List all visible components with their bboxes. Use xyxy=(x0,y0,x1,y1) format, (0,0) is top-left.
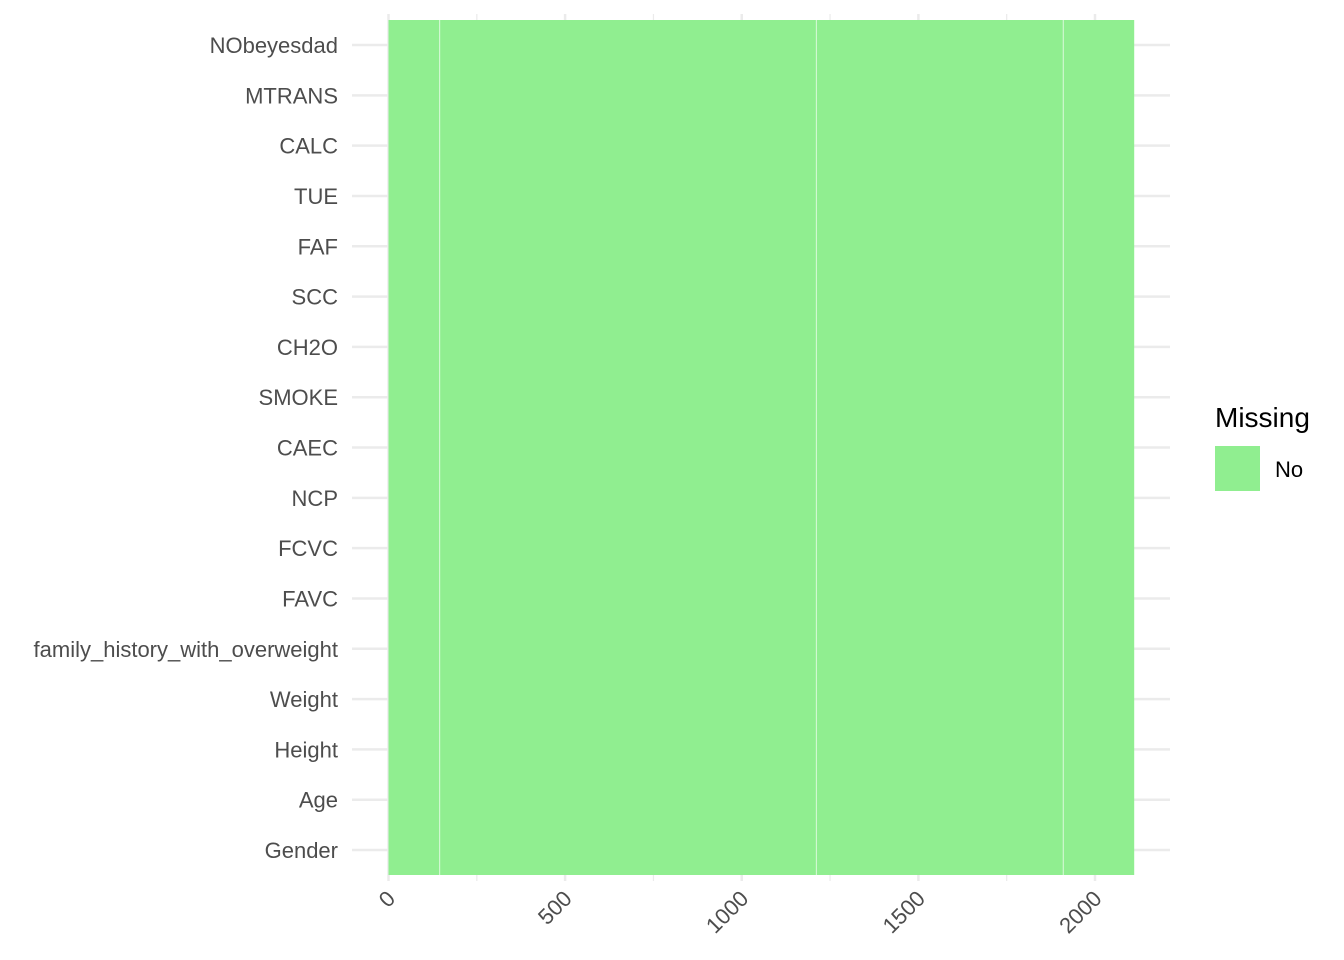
y-tick-label: Height xyxy=(274,737,338,762)
x-tick-label: 0 xyxy=(374,886,400,912)
legend-key-no xyxy=(1215,446,1260,491)
y-tick-label: FCVC xyxy=(278,536,338,561)
y-tick-label: TUE xyxy=(294,184,338,209)
y-tick-label: SMOKE xyxy=(259,385,338,410)
y-tick-label: Gender xyxy=(265,838,338,863)
x-tick-label: 1000 xyxy=(701,886,753,938)
y-tick-label: Age xyxy=(299,788,338,813)
y-tick-label: SCC xyxy=(292,285,339,310)
y-axis-tick-labels: NObeyesdad MTRANS CALC TUE FAF SCC CH2O SMOKE CA… xyxy=(34,33,339,863)
x-axis-tick-labels: 0 500 1000 1500 2000 xyxy=(374,886,1107,938)
x-tick-label: 2000 xyxy=(1054,886,1106,938)
y-tick-label: CALC xyxy=(279,134,338,159)
y-tick-label: CAEC xyxy=(277,436,338,461)
y-tick-label: MTRANS xyxy=(245,83,338,108)
y-tick-label: CH2O xyxy=(277,335,338,360)
x-tick-label: 500 xyxy=(533,886,577,930)
legend-label-no: No xyxy=(1275,457,1303,482)
y-tick-label: Weight xyxy=(270,687,338,712)
legend: Missing No xyxy=(1215,402,1310,491)
heatmap-tile-no-missing xyxy=(388,20,1135,875)
y-tick-label: family_history_with_overweight xyxy=(34,637,338,662)
x-tick-label: 1500 xyxy=(878,886,930,938)
y-tick-label: FAF xyxy=(298,234,338,259)
heatmap-tiles xyxy=(388,20,1135,875)
legend-title: Missing xyxy=(1215,402,1310,433)
y-tick-label: NObeyesdad xyxy=(210,33,338,58)
y-tick-label: FAVC xyxy=(282,586,338,611)
y-tick-label: NCP xyxy=(292,486,338,511)
